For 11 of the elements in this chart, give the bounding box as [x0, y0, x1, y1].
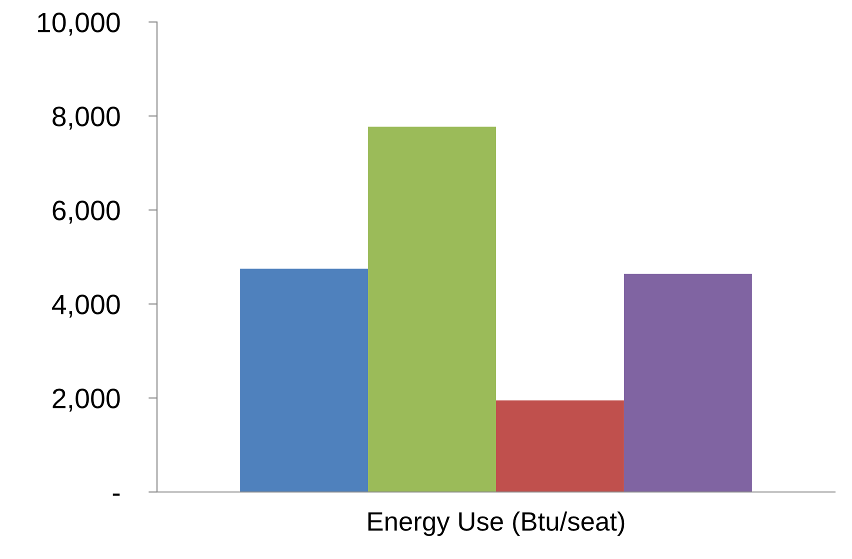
y-tick-label: 4,000 [52, 294, 120, 318]
bar [368, 126, 496, 492]
bar [624, 274, 752, 492]
bar [496, 400, 624, 492]
y-tick-label: 2,000 [52, 388, 120, 412]
y-tick-label: 8,000 [52, 106, 120, 130]
y-tick-label: - [112, 494, 120, 496]
y-tick-label: 10,000 [38, 12, 120, 36]
x-tick-label: Energy Use (Btu/seat) [368, 511, 624, 536]
y-tick-label: 6,000 [52, 200, 120, 224]
bar [240, 268, 368, 492]
